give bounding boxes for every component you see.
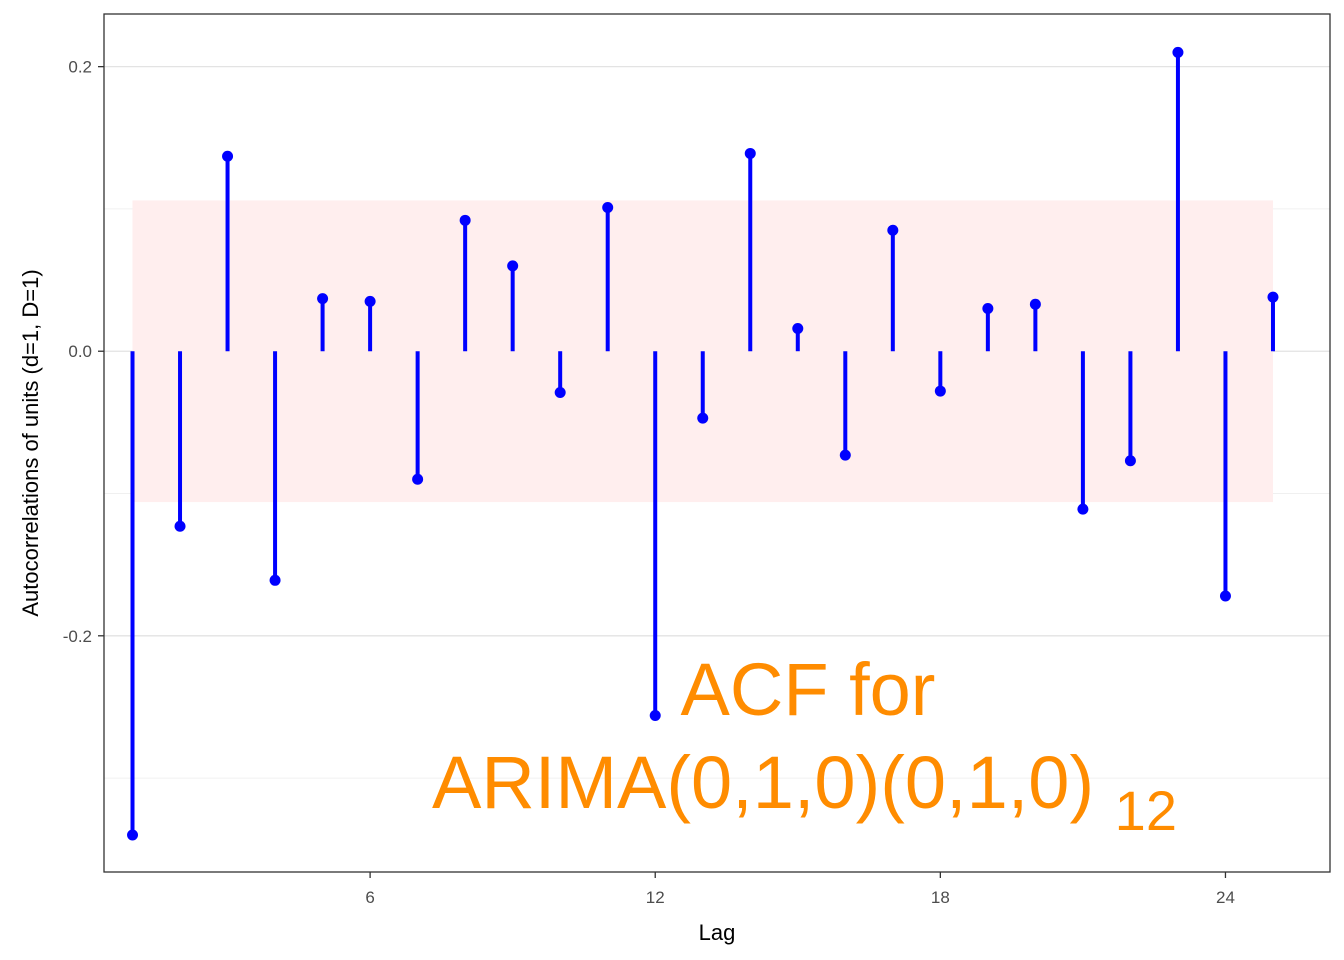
acf-point-lag-17 [887,224,899,236]
acf-point-lag-5 [317,293,329,305]
y-axis-title: Autocorrelations of units (d=1, D=1) [18,269,43,616]
acf-point-lag-16 [839,449,851,461]
annotation-model: ARIMA(0,1,0)(0,1,0) [432,741,1094,824]
x-tick-label: 6 [365,888,374,907]
acf-point-lag-6 [364,295,376,307]
acf-point-lag-7 [412,473,424,485]
acf-point-lag-10 [554,386,566,398]
x-axis-ticks: 6 12 18 24 [365,872,1235,907]
x-axis-title: Lag [699,920,736,945]
annotation-line2: ARIMA(0,1,0)(0,1,0) 12 [432,741,1177,842]
acf-point-lag-3 [222,150,234,162]
y-tick-label: -0.2 [63,627,92,646]
x-tick-label: 18 [931,888,950,907]
acf-point-lag-14 [744,147,756,159]
acf-point-lag-21 [1077,503,1089,515]
annotation-line1: ACF for [681,648,936,731]
acf-point-lag-11 [602,202,614,214]
y-axis-ticks: -0.2 0.0 0.2 [63,58,104,646]
acf-point-lag-20 [1029,298,1041,310]
acf-point-lag-8 [459,214,471,226]
acf-point-lag-23 [1172,46,1184,58]
acf-point-lag-22 [1124,455,1136,467]
acf-point-lag-25 [1267,291,1279,303]
y-tick-label: 0.2 [68,58,92,77]
acf-point-lag-18 [934,385,946,397]
acf-point-lag-15 [792,322,804,334]
acf-point-lag-1 [127,829,139,841]
acf-point-lag-13 [697,412,709,424]
panel-border [103,13,1331,873]
annotation-subscript: 12 [1115,779,1177,842]
x-tick-label: 24 [1216,888,1235,907]
acf-point-lag-12 [649,709,661,721]
y-tick-label: 0.0 [68,342,92,361]
acf-stems [127,46,1279,841]
acf-point-lag-2 [174,520,186,532]
acf-point-lag-19 [982,303,994,315]
acf-point-lag-24 [1219,590,1231,602]
acf-point-lag-9 [507,260,519,272]
acf-point-lag-4 [269,574,281,586]
x-tick-label: 12 [646,888,665,907]
